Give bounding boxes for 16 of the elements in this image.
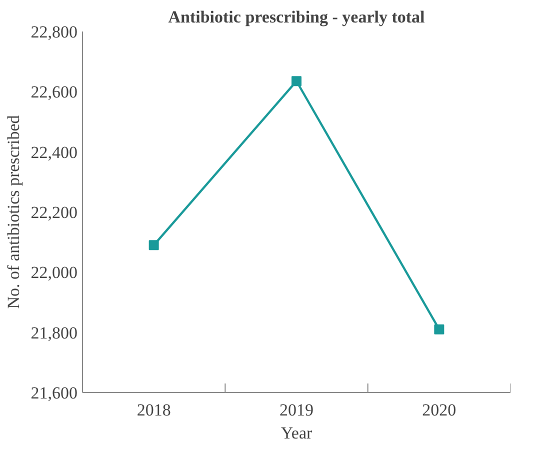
y-tick-label: 22,400 — [30, 142, 78, 162]
x-tick-label: 2019 — [280, 400, 314, 420]
point — [434, 324, 444, 334]
y-tick-label: 22,800 — [30, 22, 78, 42]
x-axis-title: Year — [280, 424, 312, 442]
y-tick-label: 22,000 — [30, 263, 78, 282]
point — [292, 76, 302, 86]
chart-title: Antibiotic prescribing - yearly total — [168, 8, 426, 26]
y-tick-label: 22,200 — [30, 203, 78, 222]
y-tick-label: 21,600 — [30, 384, 78, 402]
y-tick-label: 22,600 — [30, 82, 78, 102]
point — [148, 240, 159, 250]
y-axis-title: No. of antibiotics prescribed — [4, 114, 23, 309]
y-tick-label: 21,800 — [30, 323, 78, 342]
x-tick-label: 2020 — [422, 400, 456, 420]
x-tick-label: 2018 — [136, 400, 171, 420]
